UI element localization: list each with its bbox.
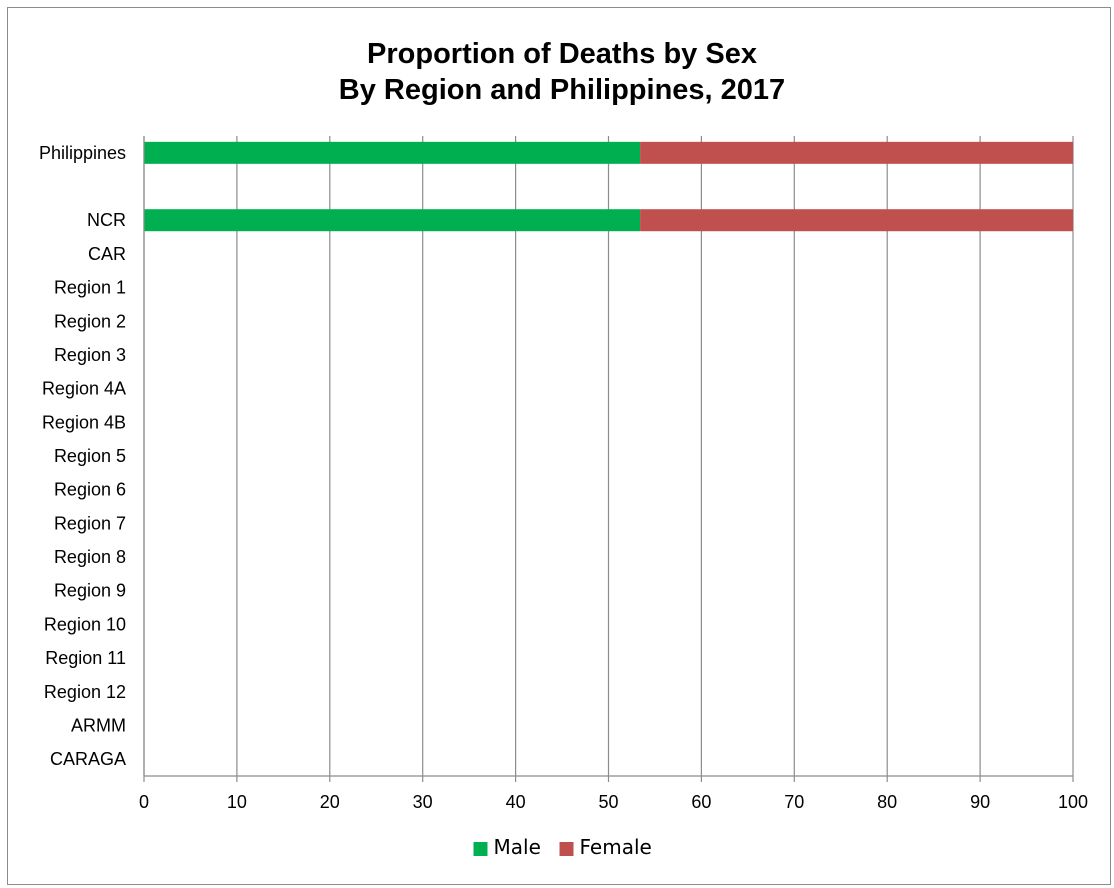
category-label: CAR [88, 244, 126, 264]
chart-title-line-1: Proportion of Deaths by Sex [367, 38, 757, 70]
category-label: NCR [87, 210, 126, 230]
category-label: Region 5 [54, 446, 126, 466]
category-label: Region 7 [54, 513, 126, 533]
category-label: Region 2 [54, 311, 126, 331]
category-label: Region 3 [54, 345, 126, 365]
x-tick-label: 30 [413, 792, 433, 812]
legend-swatch-male [473, 842, 488, 856]
category-label: CARAGA [50, 749, 126, 769]
x-tick-label: 100 [1058, 792, 1088, 812]
category-label: Region 9 [54, 581, 126, 601]
category-label: ARMM [71, 715, 126, 735]
x-tick-label: 90 [970, 792, 990, 812]
legend-swatch-female [559, 842, 574, 856]
x-tick-label: 80 [877, 792, 897, 812]
x-tick-label: 70 [784, 792, 804, 812]
category-label: Region 10 [44, 614, 126, 634]
x-tick-label: 20 [320, 792, 340, 812]
chart-title-line-2: By Region and Philippines, 2017 [339, 74, 785, 106]
bar-female-ncr [640, 209, 1073, 232]
legend-label-male: Male [494, 835, 541, 859]
category-label: Region 1 [54, 278, 126, 298]
x-tick-label: 50 [598, 792, 618, 812]
x-tick-label: 60 [691, 792, 711, 812]
chart-svg: Proportion of Deaths by Sex By Region an… [39, 38, 1088, 859]
x-tick-label: 10 [227, 792, 247, 812]
category-label: Philippines [39, 143, 126, 163]
chart-frame: Proportion of Deaths by Sex By Region an… [7, 7, 1111, 885]
bars [144, 141, 1073, 232]
category-label: Region 12 [44, 682, 126, 702]
legend-label-female: Female [580, 835, 652, 859]
axes [143, 136, 1074, 782]
category-label: Region 11 [45, 648, 126, 668]
bar-male-ncr [144, 209, 641, 232]
category-label: Region 8 [54, 547, 126, 567]
category-label: Region 6 [54, 480, 126, 500]
x-tick-label: 40 [506, 792, 526, 812]
category-label: Region 4B [42, 412, 126, 432]
bar-female-philippines [640, 141, 1073, 164]
legend: Male Female [473, 835, 652, 859]
category-labels: Philippines NCR CAR Region 1 Region 2 Region … [39, 143, 126, 769]
bar-male-philippines [144, 141, 641, 164]
gridlines [143, 136, 1074, 776]
x-tick-labels: 0 10 20 30 40 50 60 70 80 90 100 [139, 792, 1088, 812]
category-label: Region 4A [42, 379, 126, 399]
x-tick-label: 0 [139, 792, 149, 812]
